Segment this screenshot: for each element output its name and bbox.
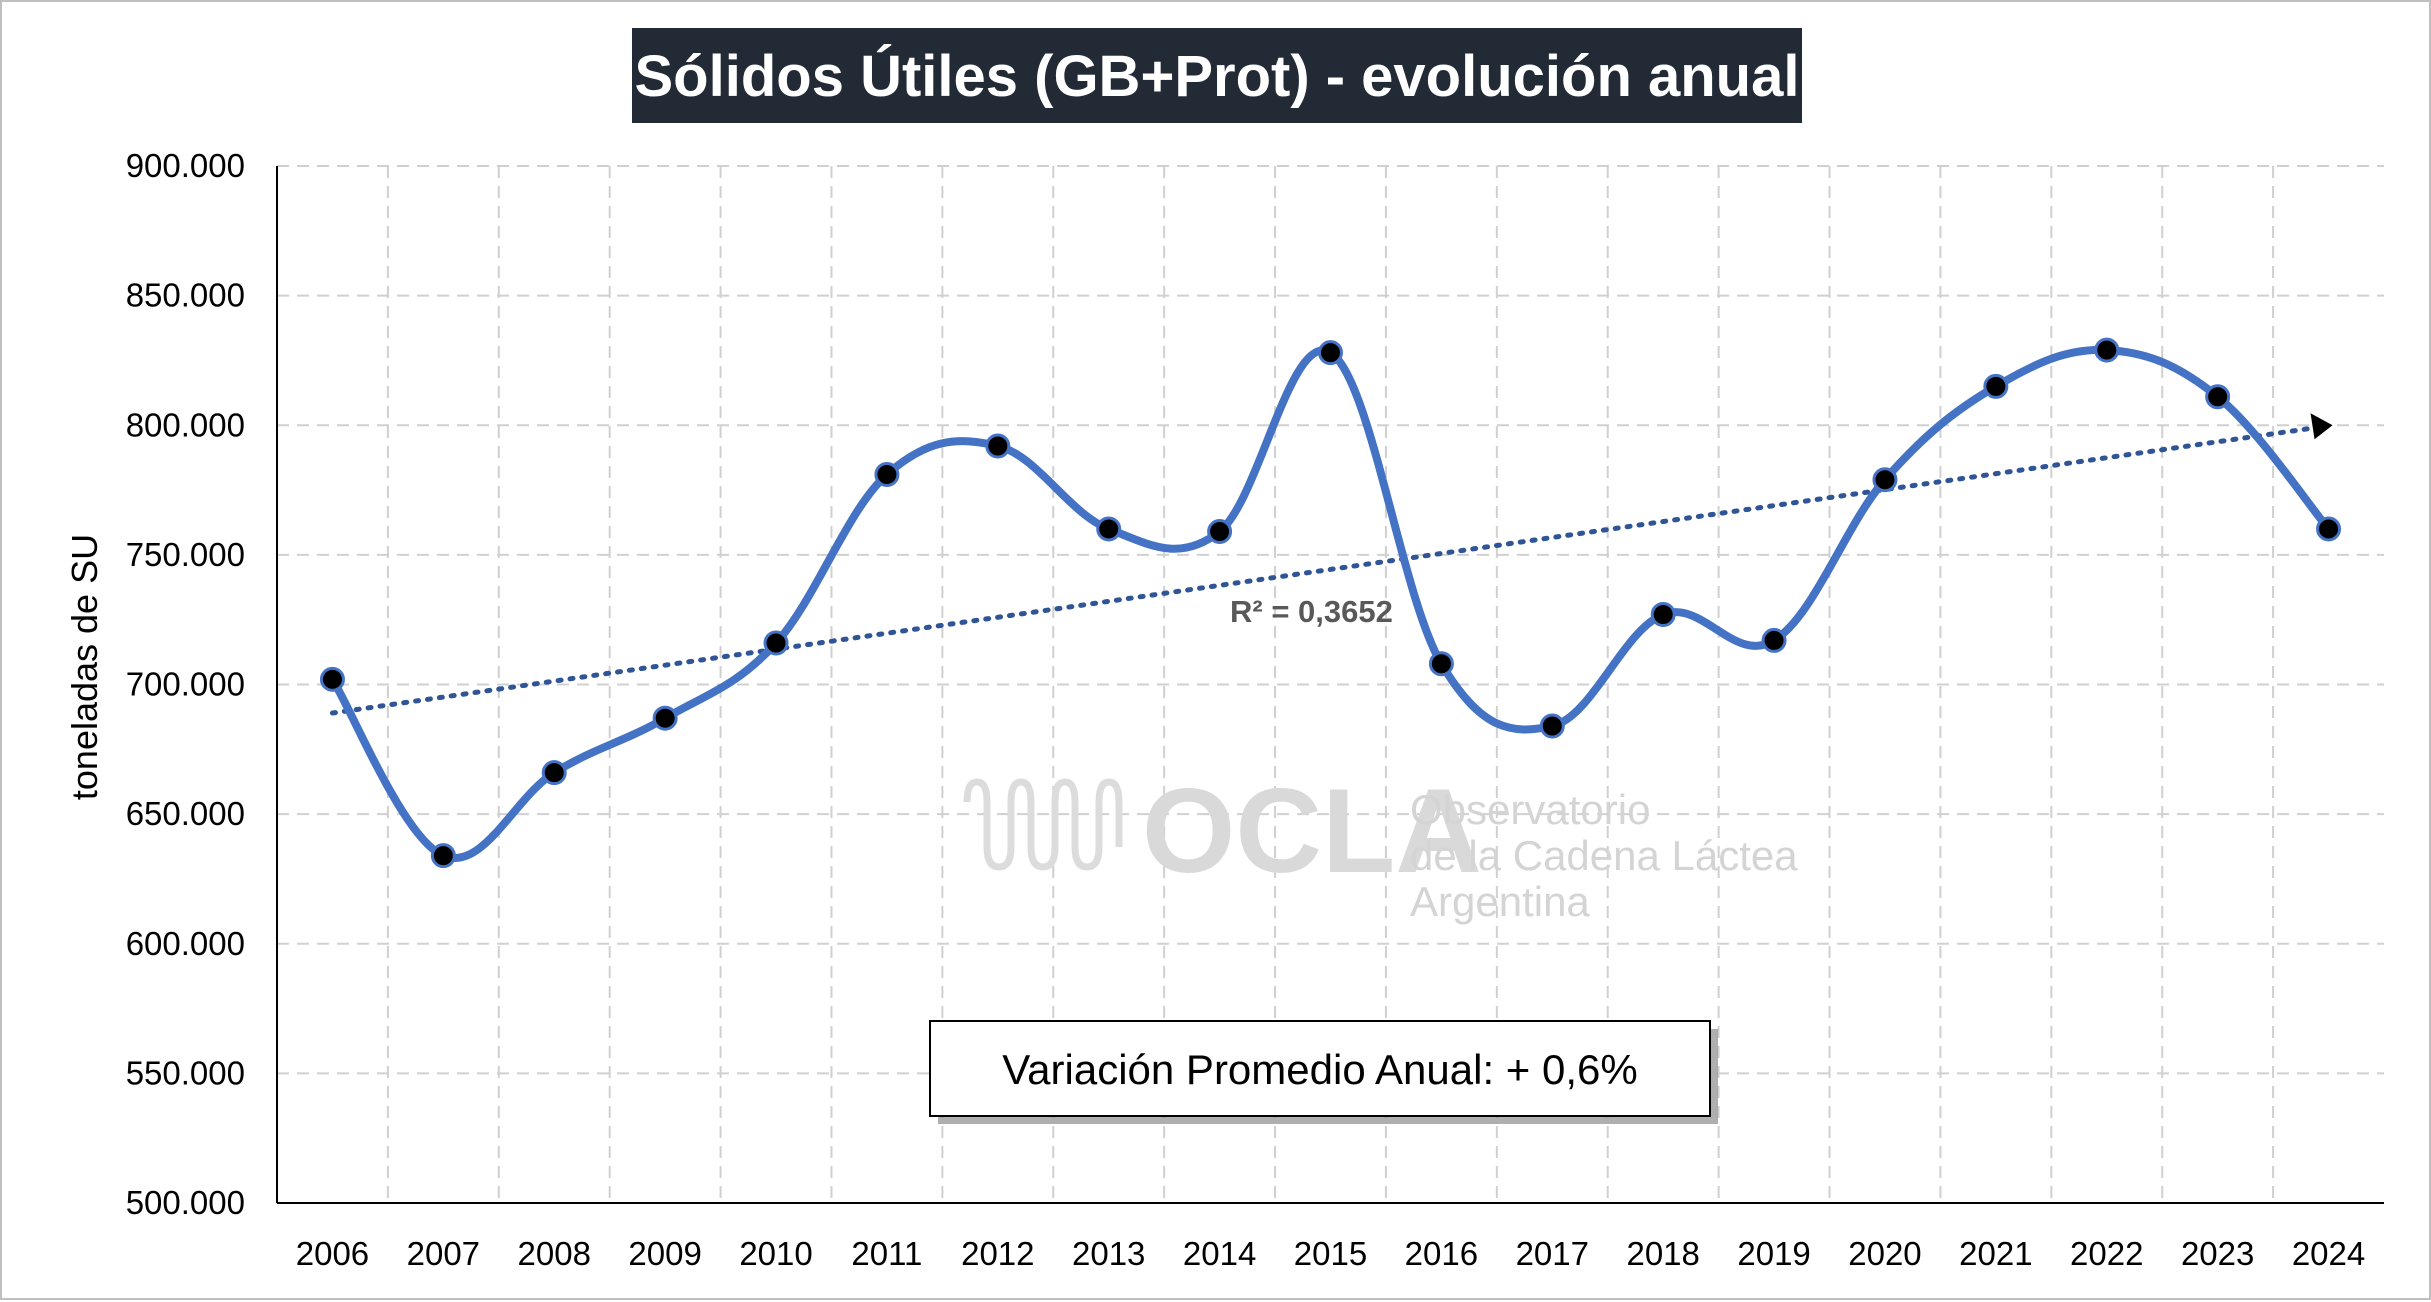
trendline <box>329 424 2322 716</box>
x-tick-label: 2010 <box>739 1235 812 1272</box>
x-tick-label: 2014 <box>1183 1235 1256 1272</box>
y-tick-label: 550.000 <box>126 1054 245 1091</box>
x-tick-label: 2006 <box>296 1235 369 1272</box>
title-background <box>632 28 1802 123</box>
data-point <box>985 433 1011 459</box>
r2-label: R² = 0,3652 <box>1230 594 1393 629</box>
data-point <box>1539 713 1565 739</box>
data-point <box>319 666 345 692</box>
y-tick-label: 650.000 <box>126 795 245 832</box>
trend-layer <box>329 413 2333 716</box>
annotation-box: Variación Promedio Anual: + 0,6% <box>929 1020 1718 1124</box>
x-tick-label: 2018 <box>1626 1235 1699 1272</box>
chart-title: Sólidos Útiles (GB+Prot) - evolución anu… <box>635 44 1800 109</box>
watermark-line-2: de la Cadena Láctea <box>1410 832 1798 879</box>
x-tick-label: 2007 <box>407 1235 480 1272</box>
data-point <box>430 843 456 869</box>
x-tick-label: 2020 <box>1848 1235 1921 1272</box>
trendline-arrow <box>2310 413 2333 440</box>
x-tick-label: 2017 <box>1516 1235 1589 1272</box>
data-point <box>1761 627 1787 653</box>
data-point <box>874 462 900 488</box>
data-point <box>2094 337 2120 363</box>
x-tick-label: 2011 <box>851 1235 922 1272</box>
data-point <box>763 630 789 656</box>
x-tick-label: 2012 <box>961 1235 1034 1272</box>
watermark-line-1: Observatorio <box>1410 786 1650 833</box>
y-tick-label: 750.000 <box>126 536 245 573</box>
x-tick-label: 2023 <box>2181 1235 2254 1272</box>
data-point <box>1096 516 1122 542</box>
y-tick-label: 600.000 <box>126 925 245 962</box>
x-tick-label: 2008 <box>518 1235 591 1272</box>
y-tick-label: 500.000 <box>126 1184 245 1221</box>
y-tick-label: 850.000 <box>126 277 245 314</box>
data-point <box>1318 340 1343 366</box>
y-tick-label: 700.000 <box>126 666 245 703</box>
x-tick-label: 2021 <box>1959 1235 2032 1272</box>
grid-layer: 500.000 550.000 600.000 650.000 700.000 750.0… <box>126 147 2384 1272</box>
annotation-text: Variación Promedio Anual: + 0,6% <box>1002 1046 1637 1093</box>
data-point <box>1428 651 1454 677</box>
x-tick-label: 2024 <box>2292 1235 2365 1272</box>
x-tick-label: 2013 <box>1072 1235 1145 1272</box>
watermark-logo: OCLA <box>1142 764 1482 898</box>
x-tick-label: 2019 <box>1737 1235 1810 1272</box>
data-point <box>541 760 567 786</box>
data-point <box>1650 602 1676 628</box>
series-layer <box>319 337 2342 869</box>
data-point <box>2205 384 2231 410</box>
data-point <box>1207 519 1233 545</box>
x-tick-label: 2009 <box>628 1235 701 1272</box>
watermark: OCLA Observatorio de la Cadena Láctea Ar… <box>963 764 1798 925</box>
y-tick-label: 800.000 <box>126 406 245 443</box>
y-axis-label: toneladas de SU <box>64 534 105 800</box>
data-point <box>1872 467 1898 493</box>
x-tick-label: 2022 <box>2070 1235 2143 1272</box>
x-tick-label: 2015 <box>1294 1235 1367 1272</box>
x-tick-label: 2016 <box>1405 1235 1478 1272</box>
y-tick-label: 900.000 <box>126 147 245 184</box>
data-point <box>652 705 678 731</box>
data-point <box>2316 516 2342 542</box>
data-point <box>1983 373 2009 399</box>
watermark-line-3: Argentina <box>1410 878 1590 925</box>
watermark-wave-icon <box>963 778 1123 871</box>
